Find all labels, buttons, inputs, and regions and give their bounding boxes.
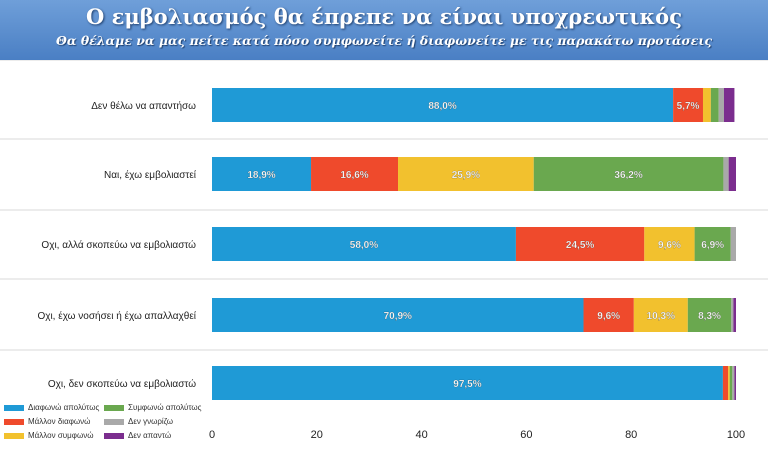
bar-segment (710, 88, 719, 122)
data-label: 16,6% (340, 170, 368, 181)
legend-swatch (104, 418, 124, 425)
data-label: 10,3% (647, 311, 675, 322)
x-tick-label: 40 (415, 429, 427, 441)
bar-segment (723, 157, 729, 191)
legend-item: Δεν απαντώ (104, 430, 171, 441)
category-label: Ναι, έχω εμβολιαστεί (104, 169, 197, 181)
legend-item: Μάλλον συμφωνώ (4, 430, 93, 441)
data-label: 6,9% (701, 240, 724, 251)
bar-segment (644, 227, 695, 261)
category-label: Οχι, δεν σκοπεύω να εμβολιαστώ (48, 378, 196, 390)
chart-subtitle: Θα θέλαμε να μας πείτε κατά πόσο συμφωνε… (55, 33, 713, 48)
legend-item: Διαφωνώ απολύτως (4, 402, 99, 413)
data-label: 5,7% (677, 101, 700, 112)
bar-segment (533, 157, 724, 191)
legend-swatch (104, 432, 124, 439)
bar-segment (633, 298, 688, 332)
category-label: Οχι, έχω νοσήσει ή έχω απαλλαχθεί (37, 310, 196, 322)
bar-segment (723, 88, 735, 122)
bar-segment (731, 298, 734, 332)
bar-segment (730, 227, 736, 261)
data-label: 8,3% (698, 311, 721, 322)
legend-item: Μάλλον διαφωνώ (4, 416, 90, 427)
legend-swatch (4, 404, 24, 411)
legend-item: Συμφωνώ απολύτως (104, 402, 202, 413)
bar-segment (728, 366, 730, 400)
x-tick-label: 60 (520, 429, 532, 441)
chart-title: Ο εμβολιασμός θα έπρεπε να είναι υποχρεω… (86, 4, 682, 29)
bar-segment (515, 227, 645, 261)
bar-segment (728, 157, 736, 191)
category-label: Δεν θέλω να απαντήσω (91, 100, 196, 112)
chart-header: Ο εμβολιασμός θα έπρεπε να είναι υποχρεω… (0, 0, 768, 60)
bar-segment (212, 88, 674, 122)
legend-swatch (4, 418, 24, 425)
bar-segment (673, 88, 703, 122)
legend-swatch (104, 404, 124, 411)
data-label: 70,9% (384, 311, 412, 322)
data-label: 9,6% (658, 240, 681, 251)
data-label: 25,9% (452, 170, 480, 181)
bar-segment (583, 298, 634, 332)
x-tick-label: 100 (727, 429, 745, 441)
bar-segment (212, 298, 584, 332)
category-label: Οχι, αλλά σκοπεύω να εμβολιαστώ (41, 239, 196, 251)
x-tick-label: 0 (209, 429, 215, 441)
bar-segment (734, 366, 736, 400)
bar-segment (722, 366, 729, 400)
data-label: 58,0% (350, 240, 378, 251)
legend-label: Δεν απαντώ (128, 431, 172, 440)
bar-segment (694, 227, 731, 261)
bar-segment (733, 298, 736, 332)
stacked-bar-chart: Δεν θέλω να απαντήσω Ναι, έχω εμβολιαστεί… (0, 60, 768, 441)
data-label: 24,5% (566, 240, 594, 251)
chart-legend: Διαφωνώ απολύτως Μάλλον διαφωνώ Μάλλον συμ… (4, 402, 212, 446)
x-tick-label: 20 (311, 429, 323, 441)
data-label: 97,5% (453, 379, 481, 390)
legend-item: Δεν γνωρίζω (104, 416, 173, 427)
legend-label: Μάλλον διαφωνώ (28, 417, 91, 426)
bar-segment (729, 366, 733, 400)
x-tick-label: 80 (625, 429, 637, 441)
data-label: 36,2% (614, 170, 642, 181)
bar-segment (702, 88, 711, 122)
legend-label: Δεν γνωρίζω (128, 417, 173, 426)
bar-segment (687, 298, 732, 332)
data-label: 18,9% (247, 170, 275, 181)
bar-segment (718, 88, 724, 122)
bar-segment (212, 227, 516, 261)
bar-segment (311, 157, 399, 191)
bar-segment (212, 366, 723, 400)
legend-label: Διαφωνώ απολύτως (28, 403, 100, 412)
legend-label: Συμφωνώ απολύτως (128, 403, 202, 412)
bar-segment (732, 366, 735, 400)
data-label: 9,6% (597, 311, 620, 322)
legend-label: Μάλλον συμφωνώ (28, 431, 94, 440)
legend-swatch (4, 432, 24, 439)
bar-segment (212, 157, 312, 191)
data-label: 88,0% (428, 101, 456, 112)
bar-segment (398, 157, 534, 191)
